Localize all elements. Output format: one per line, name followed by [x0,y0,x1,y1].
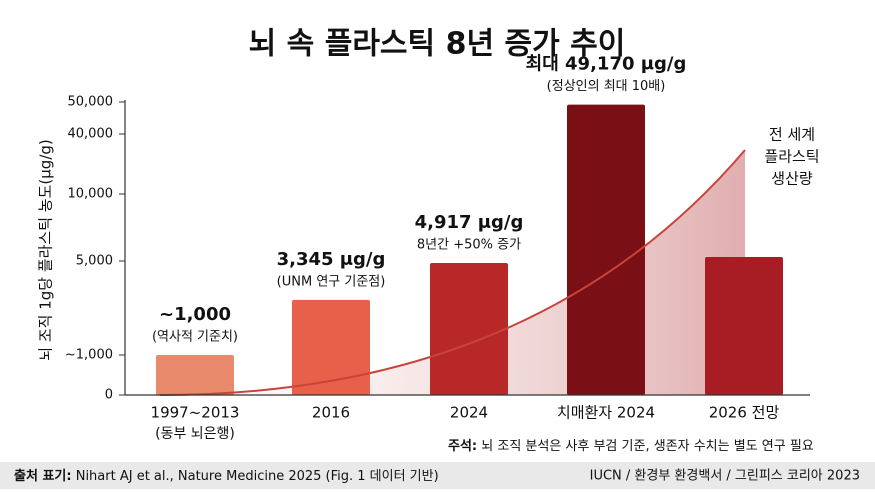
bar [430,262,508,395]
bar-note: 8년간 +50% 증가 [417,237,521,252]
y-tick-label: 5,000 [76,254,113,269]
bar-note: (UNM 연구 기준점) [277,274,386,289]
trend-label: 전 세계 [769,126,815,144]
y-tick-label: 50,000 [68,95,114,110]
bar [567,104,645,395]
value-label: 4,917 μg/g [415,212,524,233]
value-label: ~1,000 [159,304,231,325]
bar [292,299,370,395]
x-tick-label: 치매환자 2024 [557,404,655,422]
note-label: 주석: [448,439,477,454]
y-tick-label: 40,000 [68,127,114,142]
bar-note: (역사적 기준치) [152,330,238,345]
category-note: (동부 뇌은행) [155,426,235,442]
y-axis-title: 뇌 조직 1g당 플라스틱 농도(μg/g) [37,139,55,360]
bar-note: (정상인의 최대 10배) [547,79,666,94]
value-label: 최대 49,170 μg/g [526,54,687,75]
chart-title: 뇌 속 플라스틱 8년 증가 추이 [249,27,626,62]
bar [705,256,783,395]
x-tick-label: 2016 [312,404,350,422]
trend-line [159,149,746,396]
footer-bg [0,462,875,489]
note-text: 뇌 조직 분석은 사후 부검 기준, 생존자 수치는 별도 연구 필요 [481,439,814,454]
source-text: Nihart AJ et al., Nature Medicine 2025 (… [76,469,439,484]
source-right: IUCN / 환경부 환경백서 / 그린피스 코리아 2023 [590,469,860,484]
y-tick-label: 0 [105,388,113,403]
value-label: 3,345 μg/g [277,249,386,270]
x-tick-label: 2026 전망 [709,404,780,422]
note: 주석: 뇌 조직 분석은 사후 부검 기준, 생존자 수치는 별도 연구 필요 [448,439,814,454]
source: 출처 표기: Nihart AJ et al., Nature Medicine… [14,468,439,484]
source-label: 출처 표기: [14,468,72,484]
y-tick-label: 10,000 [68,187,114,202]
x-tick-label: 1997~2013 [151,404,240,422]
x-tick-label: 2024 [450,404,488,422]
trend-label: 생산량 [771,170,813,188]
y-tick-label: ~1,000 [65,348,113,363]
bar [156,355,234,395]
trend-label: 플라스틱 [764,148,819,166]
